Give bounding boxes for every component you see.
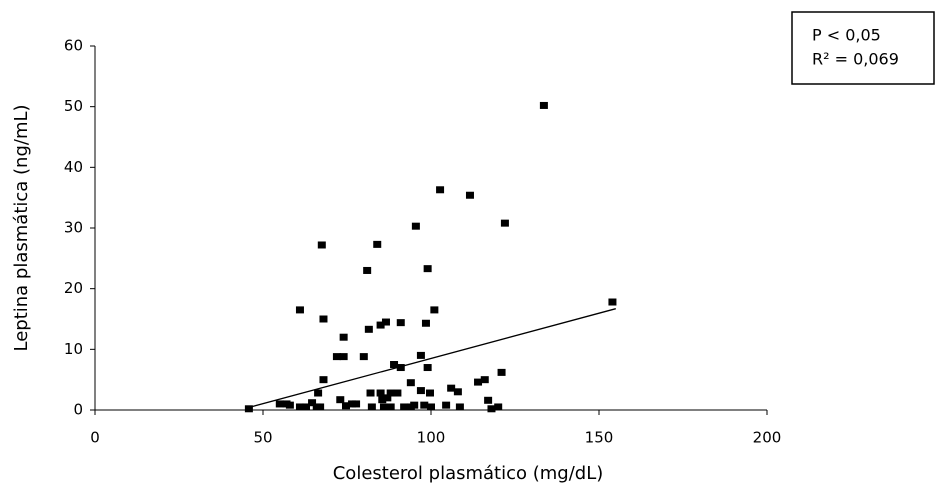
- y-tick-label: 10: [64, 340, 83, 358]
- point: [500, 219, 509, 227]
- y-axis-label: Leptina plasmática (ng/mL): [11, 104, 32, 351]
- point: [379, 403, 388, 411]
- point: [465, 191, 474, 199]
- point: [381, 318, 390, 326]
- point: [386, 403, 395, 411]
- point: [423, 364, 432, 372]
- point: [275, 400, 284, 408]
- point: [393, 389, 402, 397]
- point: [295, 403, 304, 411]
- point: [348, 400, 357, 408]
- point: [427, 403, 435, 411]
- point: [474, 378, 483, 386]
- point: [341, 402, 350, 410]
- trend-line: [246, 308, 616, 409]
- point: [316, 403, 325, 411]
- y-tick-label: 60: [64, 37, 83, 55]
- point: [608, 298, 617, 306]
- point: [539, 101, 548, 109]
- y-tick-label: 20: [64, 279, 83, 297]
- point: [373, 240, 382, 248]
- point: [494, 403, 503, 411]
- x-tick-label: 100: [417, 429, 446, 447]
- point: [308, 399, 317, 407]
- x-tick-label: 200: [753, 429, 782, 447]
- point: [363, 266, 372, 274]
- point: [453, 388, 462, 396]
- point: [396, 319, 405, 327]
- point: [390, 361, 399, 368]
- point: [359, 353, 368, 361]
- point: [421, 319, 430, 327]
- point: [420, 401, 429, 409]
- point: [425, 389, 434, 397]
- point: [396, 364, 405, 372]
- point: [285, 401, 294, 409]
- point: [386, 389, 395, 397]
- point: [442, 401, 451, 409]
- y-tick-label: 40: [64, 158, 83, 176]
- point: [410, 401, 419, 409]
- point: [411, 222, 420, 230]
- point: [336, 396, 345, 404]
- point: [314, 389, 323, 397]
- point: [416, 387, 425, 395]
- point: [339, 333, 348, 341]
- point: [376, 321, 385, 329]
- point: [487, 405, 496, 413]
- point: [497, 368, 506, 376]
- point: [244, 405, 253, 413]
- annotation: R² = 0,069: [812, 50, 899, 69]
- point: [480, 376, 489, 384]
- point: [295, 306, 304, 314]
- point: [367, 403, 376, 411]
- annotation-box: [791, 11, 935, 85]
- point: [430, 306, 439, 314]
- x-tick-label: 0: [90, 429, 100, 447]
- point: [319, 376, 328, 384]
- annotation: P < 0,05: [812, 26, 881, 45]
- point: [383, 394, 392, 402]
- point: [400, 403, 409, 411]
- point: [423, 265, 432, 273]
- point: [319, 315, 328, 323]
- point: [364, 325, 373, 333]
- point: [339, 353, 348, 361]
- x-axis-label: Colesterol plasmático (mg/dL): [333, 463, 604, 484]
- point: [352, 400, 361, 408]
- point: [332, 353, 341, 361]
- point: [366, 389, 375, 397]
- point: [447, 384, 456, 392]
- y-tick-label: 0: [73, 401, 83, 419]
- point: [302, 403, 311, 411]
- point: [376, 389, 385, 397]
- point: [406, 379, 415, 387]
- x-tick-label: 50: [253, 429, 272, 447]
- point: [378, 396, 387, 404]
- point: [484, 396, 493, 404]
- point: [416, 351, 425, 359]
- point: [317, 241, 326, 249]
- y-tick-label: 50: [64, 97, 83, 115]
- x-tick-label: 150: [585, 429, 614, 447]
- point: [455, 403, 464, 411]
- y-tick-label: 30: [64, 219, 83, 237]
- point: [436, 186, 445, 194]
